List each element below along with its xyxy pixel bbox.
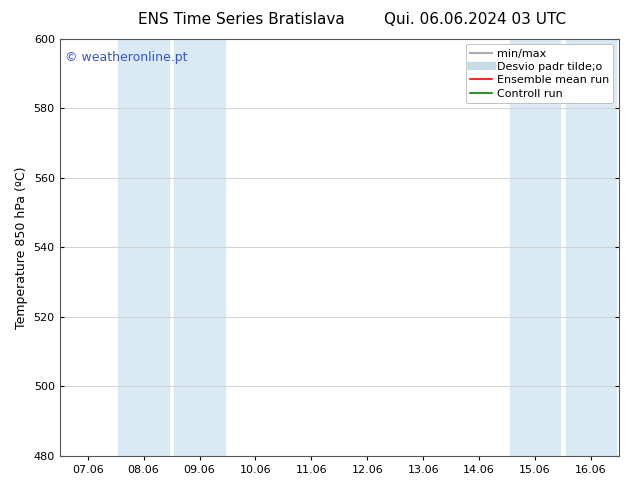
Bar — [566, 39, 616, 456]
Legend: min/max, Desvio padr tilde;o, Ensemble mean run, Controll run: min/max, Desvio padr tilde;o, Ensemble m… — [465, 44, 614, 103]
Text: Qui. 06.06.2024 03 UTC: Qui. 06.06.2024 03 UTC — [384, 12, 567, 27]
Text: ENS Time Series Bratislava: ENS Time Series Bratislava — [138, 12, 344, 27]
Bar — [174, 39, 224, 456]
Bar — [119, 39, 169, 456]
Y-axis label: Temperature 850 hPa (ºC): Temperature 850 hPa (ºC) — [15, 166, 28, 328]
Bar — [510, 39, 560, 456]
Text: © weatheronline.pt: © weatheronline.pt — [65, 51, 188, 64]
